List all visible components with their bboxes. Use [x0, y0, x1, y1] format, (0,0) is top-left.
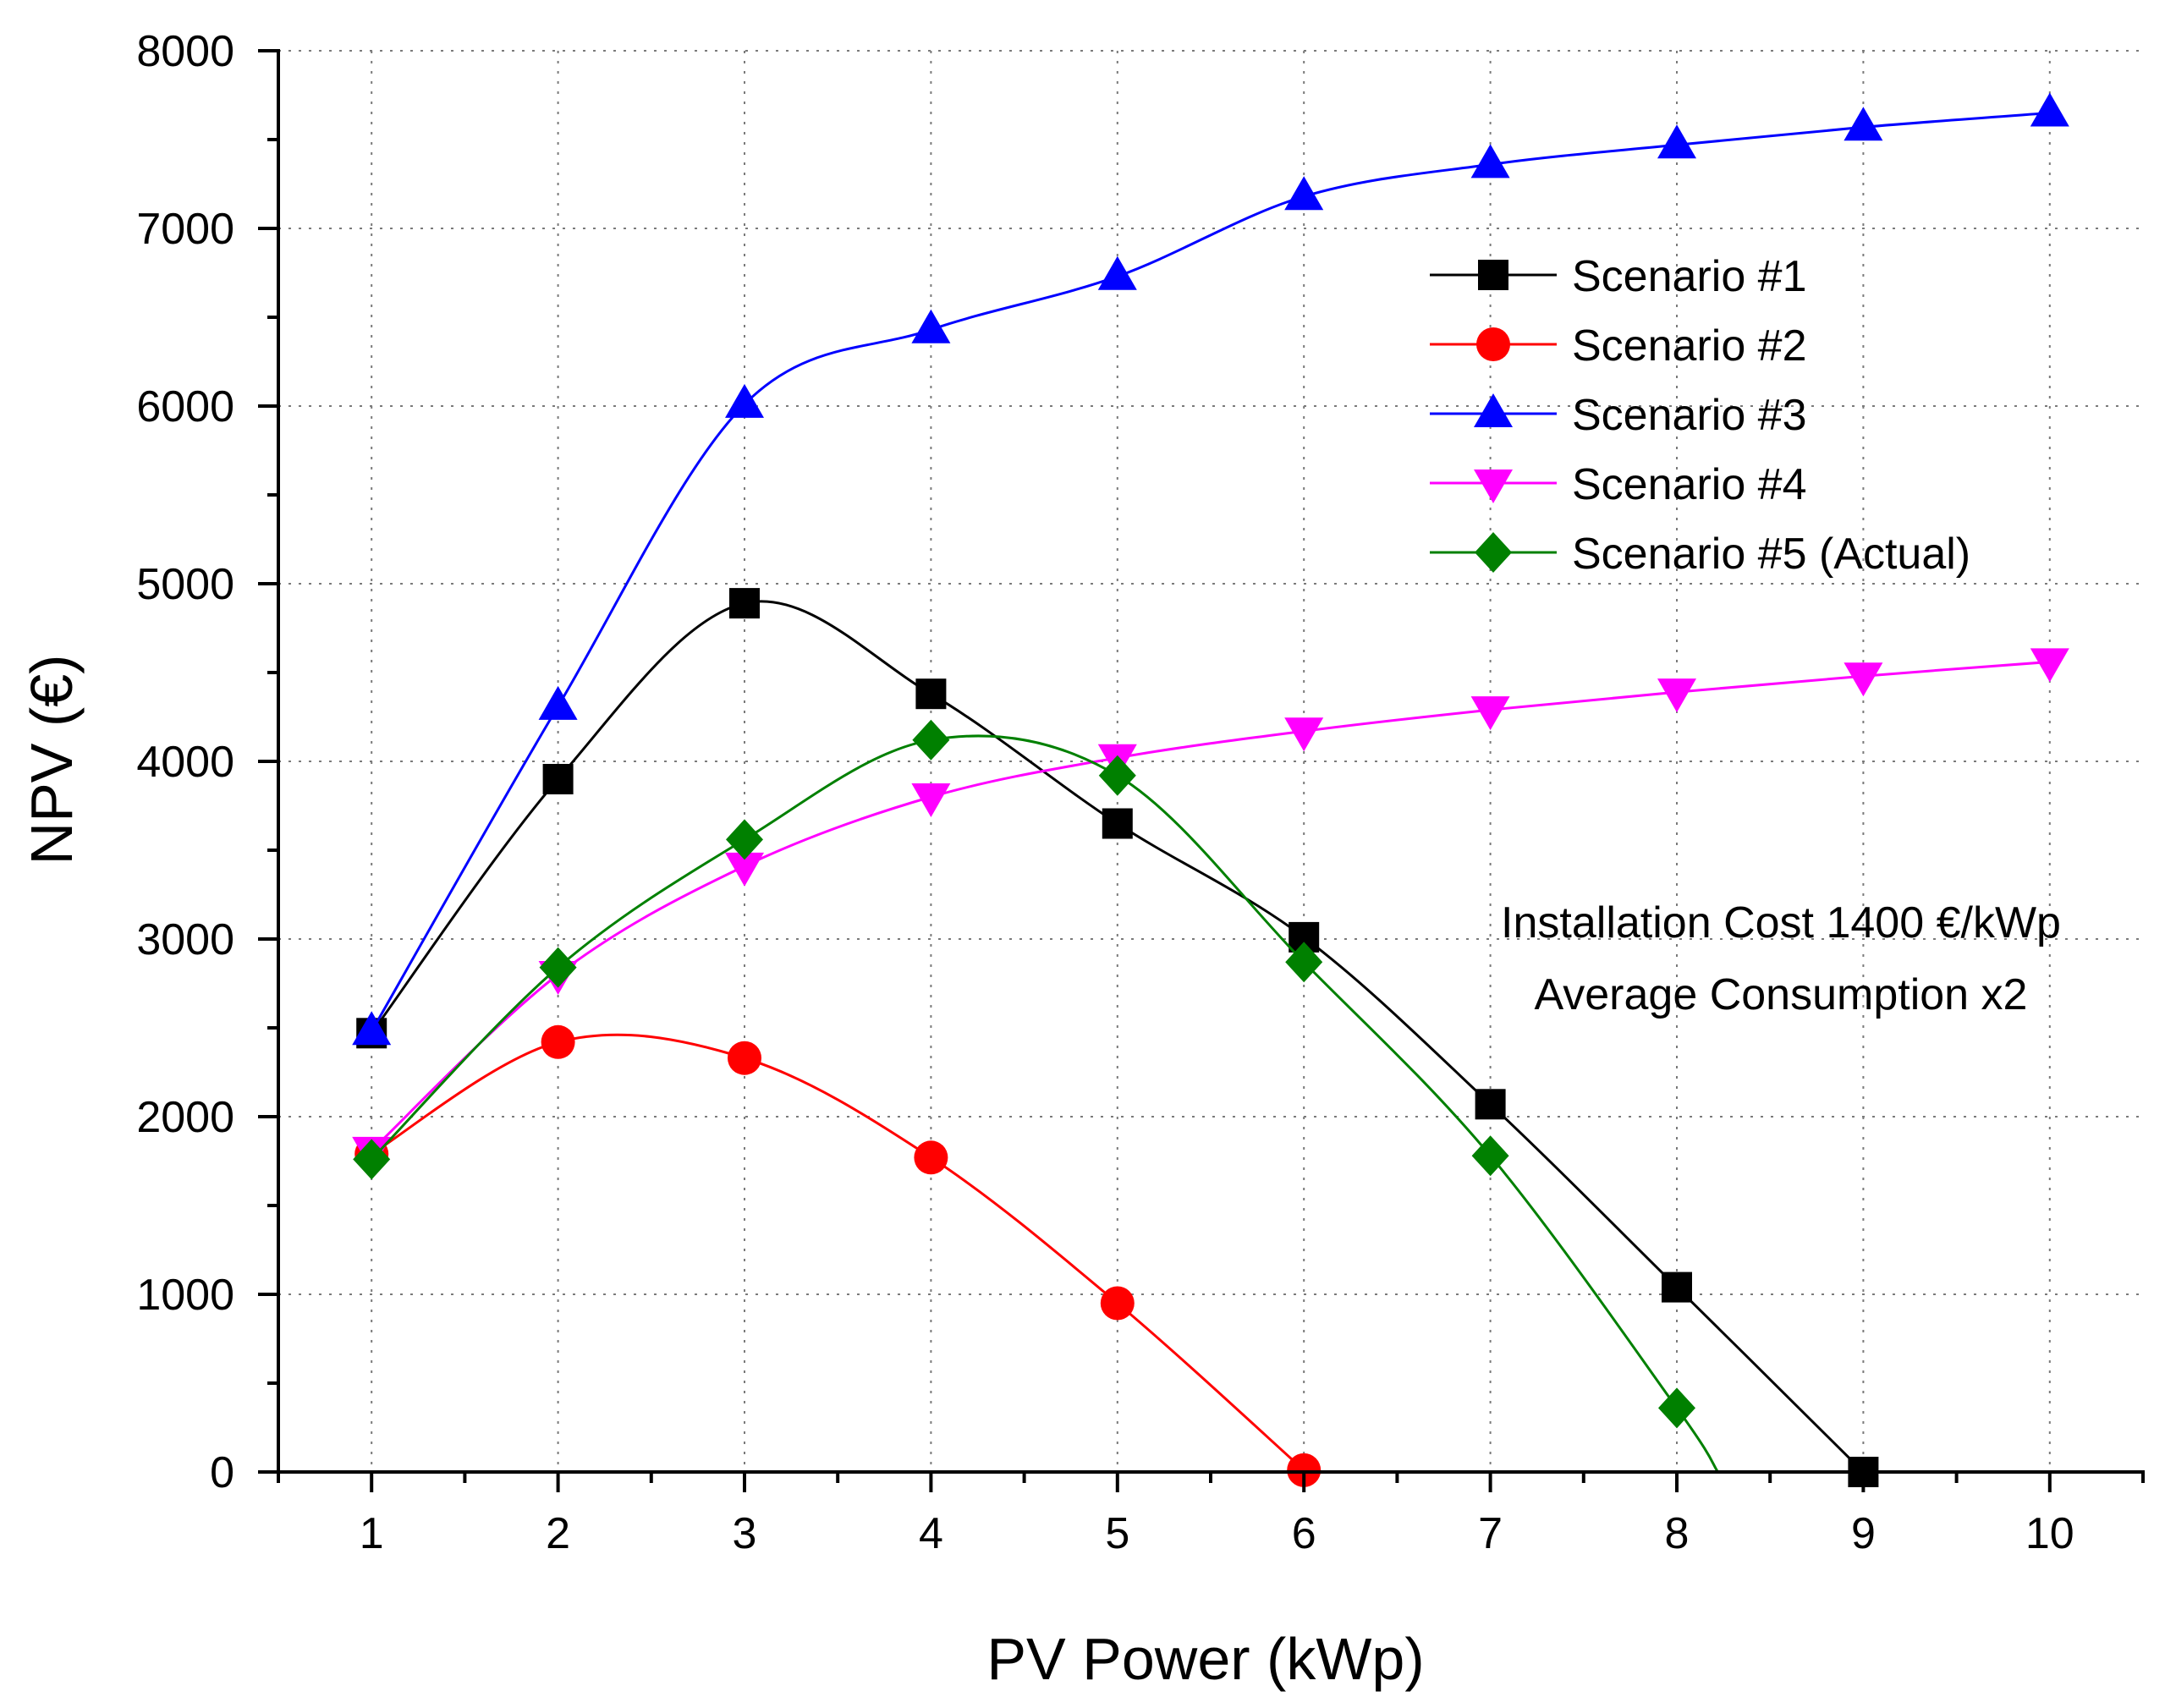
- data-point-s3-1: [352, 1011, 392, 1046]
- series-5: [353, 719, 1719, 1473]
- grid: [278, 50, 2143, 1472]
- x-tick-label: 9: [1851, 1509, 1876, 1558]
- series-line-4: [371, 660, 2050, 1151]
- data-point-s4-10: [2030, 648, 2069, 683]
- data-point-s2-3: [728, 1041, 761, 1075]
- x-tick-label: 7: [1478, 1509, 1503, 1558]
- x-tick-label: 6: [1292, 1509, 1316, 1558]
- y-tick-label: 3000: [136, 915, 234, 964]
- x-tick-label: 2: [546, 1509, 570, 1558]
- legend: Scenario #1 Scenario #2 Scenario #3 Scenari…: [1430, 252, 1970, 579]
- data-point-s1-3: [729, 588, 760, 619]
- data-point-s4-8: [1657, 678, 1696, 713]
- legend-label: Scenario #2: [1572, 321, 1807, 371]
- data-point-s3-4: [911, 309, 951, 343]
- data-point-s3-9: [1844, 107, 1883, 141]
- x-tick-label: 3: [733, 1509, 757, 1558]
- axes: 1 2 3 4 5 6 7 8 9 10 0 1000 2000 3000 4000 5000 6000 7000…: [136, 27, 2145, 1558]
- x-tick-label: 5: [1105, 1509, 1129, 1558]
- legend-marker: [1474, 470, 1513, 503]
- data-point-s4-4: [911, 783, 951, 817]
- data-point-s5-8: [1658, 1387, 1695, 1429]
- legend-label: Scenario #4: [1572, 460, 1807, 509]
- data-point-s3-2: [538, 685, 578, 720]
- data-point-s5-1: [353, 1139, 391, 1180]
- data-point-s3-7: [1470, 144, 1510, 178]
- data-point-s4-9: [1844, 662, 1883, 697]
- data-point-s2-4: [914, 1140, 948, 1175]
- data-point-s1-8: [1662, 1271, 1692, 1303]
- x-tick-label: 4: [919, 1509, 943, 1558]
- y-tick-label: 6000: [136, 382, 234, 431]
- annotation-installation-cost: Installation Cost 1400 €/kWp: [1501, 898, 2061, 947]
- x-tick-label: 10: [2025, 1509, 2074, 1558]
- legend-label: Scenario #1: [1572, 252, 1807, 301]
- legend-item-4: Scenario #4: [1430, 460, 1807, 509]
- y-tick-label: 2000: [136, 1093, 234, 1142]
- series-line-2: [371, 1033, 1305, 1472]
- data-point-s4-7: [1470, 696, 1510, 731]
- y-tick-label: 4000: [136, 738, 234, 787]
- legend-item-5: Scenario #5 (Actual): [1430, 530, 1970, 579]
- legend-marker: [1474, 393, 1513, 427]
- y-tick-label: 0: [210, 1448, 234, 1497]
- legend-marker: [1476, 327, 1510, 361]
- data-point-s2-2: [541, 1024, 575, 1059]
- series-1: [356, 588, 1879, 1487]
- y-tick-label: 7000: [136, 205, 234, 254]
- data-point-s3-3: [725, 383, 764, 418]
- data-point-s2-5: [1100, 1286, 1135, 1321]
- x-axis-title: PV Power (kWp): [986, 1626, 1424, 1692]
- legend-item-2: Scenario #2: [1430, 321, 1807, 371]
- series-layer: [352, 92, 2069, 1487]
- y-axis-title: NPV (€): [19, 655, 85, 865]
- series-3: [352, 92, 2069, 1046]
- data-point-s1-5: [1102, 808, 1133, 839]
- legend-label: Scenario #3: [1572, 391, 1807, 440]
- data-point-s4-6: [1284, 717, 1324, 752]
- y-tick-label: 1000: [136, 1271, 234, 1320]
- y-tick-label: 8000: [136, 27, 234, 76]
- annotation-average-consumption: Average Consumption x2: [1535, 970, 2028, 1019]
- data-point-s1-4: [915, 678, 947, 710]
- data-point-s5-2: [539, 947, 577, 988]
- legend-marker: [1478, 260, 1508, 290]
- data-point-s3-6: [1284, 176, 1324, 211]
- data-point-s4-3: [725, 852, 764, 887]
- legend-label: Scenario #5 (Actual): [1572, 530, 1970, 579]
- data-point-s5-7: [1471, 1135, 1509, 1177]
- data-point-s5-3: [726, 819, 763, 860]
- x-tick-label: 8: [1665, 1509, 1690, 1558]
- data-point-s3-10: [2030, 92, 2069, 127]
- data-point-s1-2: [542, 764, 574, 794]
- data-point-s5-5: [1098, 755, 1136, 796]
- data-point-s3-8: [1657, 124, 1696, 159]
- data-point-s3-5: [1097, 255, 1137, 290]
- series-line-5: [371, 734, 1719, 1473]
- data-point-s1-7: [1475, 1089, 1506, 1120]
- x-tick-label: 1: [360, 1509, 384, 1558]
- data-point-s2-6: [1287, 1453, 1322, 1487]
- legend-item-1: Scenario #1: [1430, 252, 1807, 301]
- data-point-s5-6: [1285, 942, 1323, 983]
- y-tick-label: 5000: [136, 560, 234, 609]
- legend-item-3: Scenario #3: [1430, 391, 1807, 440]
- data-point-s5-4: [912, 719, 950, 761]
- series-2: [354, 1024, 1322, 1487]
- legend-marker: [1475, 532, 1512, 573]
